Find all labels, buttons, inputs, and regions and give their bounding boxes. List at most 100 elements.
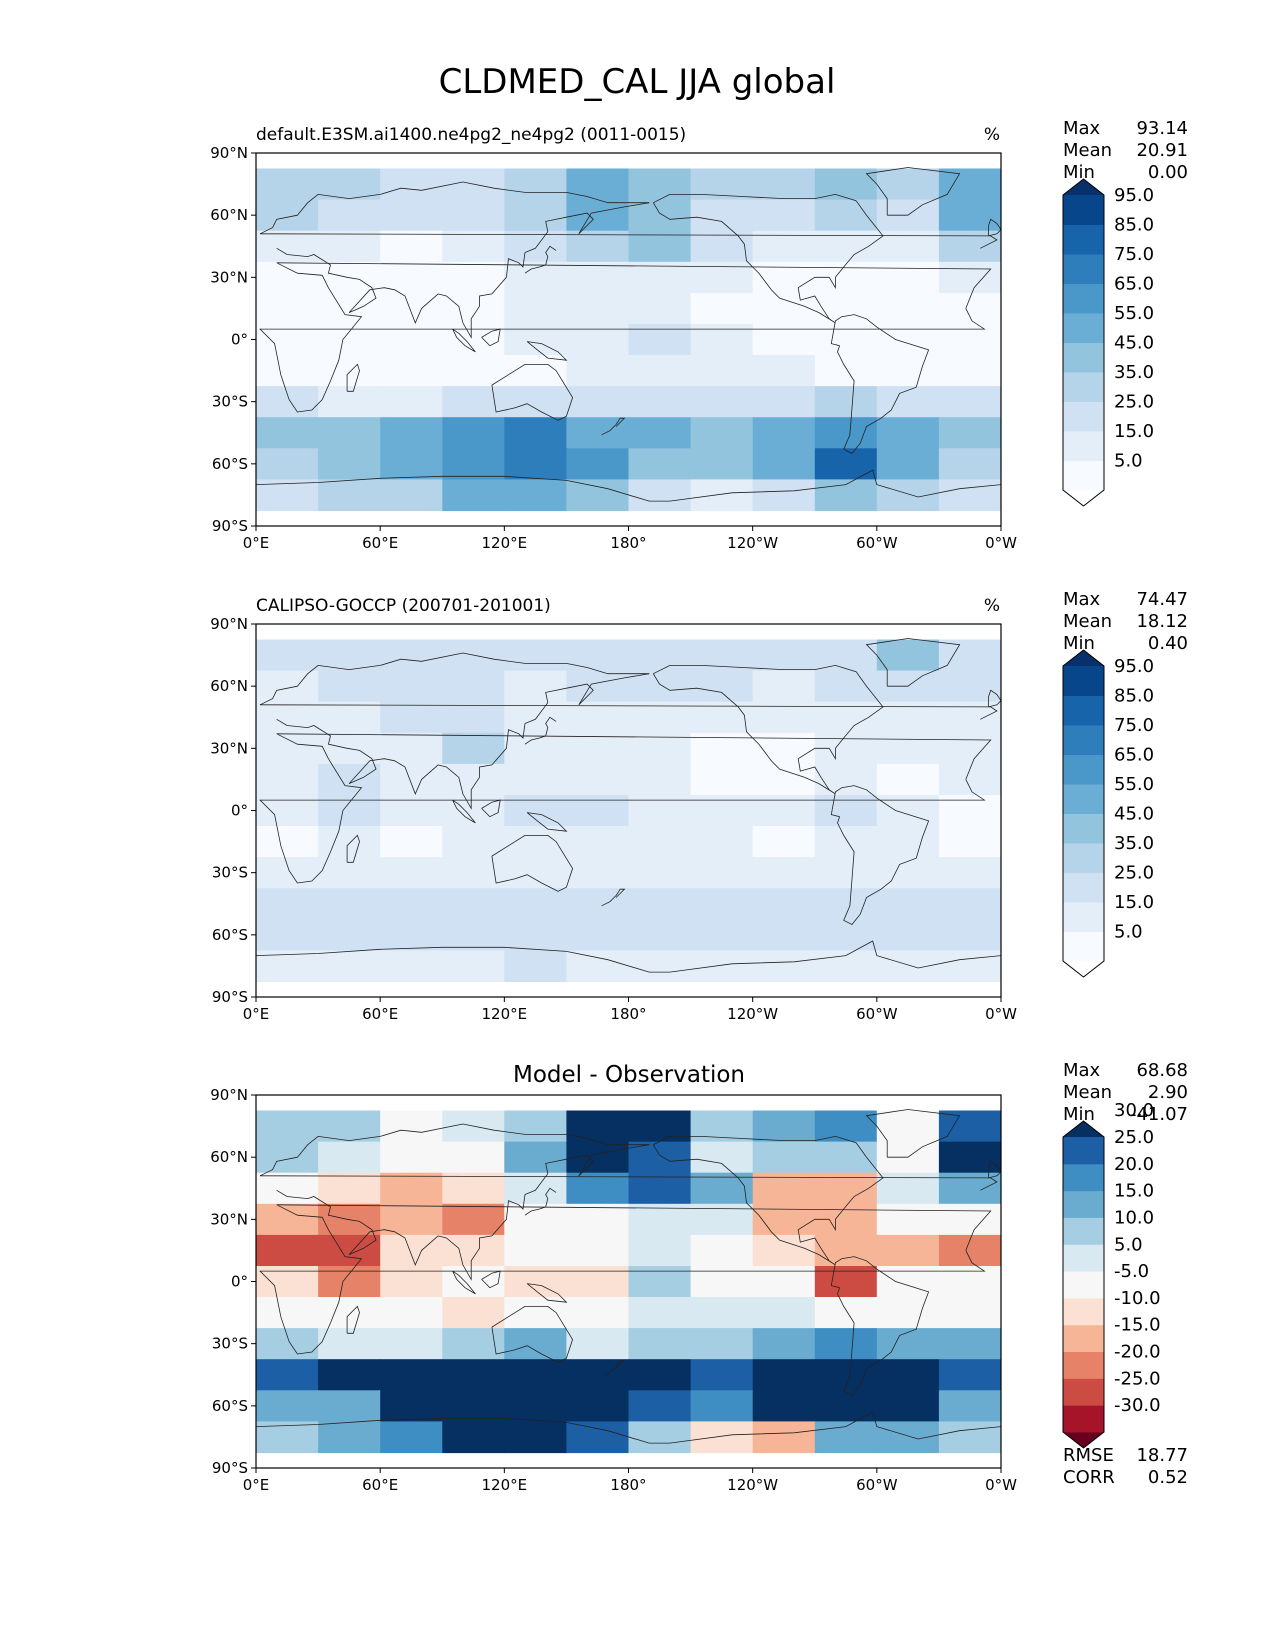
y-tick-label: 30°N xyxy=(210,268,248,286)
coastline xyxy=(524,245,557,274)
coastline xyxy=(865,167,961,216)
heatmap-cell xyxy=(256,639,319,672)
heatmap-cell xyxy=(752,292,816,325)
heatmap-cell xyxy=(256,230,319,263)
coastline xyxy=(481,328,501,347)
heatmap-cell xyxy=(380,701,443,734)
heatmap-cell xyxy=(442,919,505,951)
coastline xyxy=(256,940,1001,973)
heatmap-cell xyxy=(752,199,816,232)
heatmap-cell xyxy=(876,448,940,480)
heatmap-cell xyxy=(628,919,692,951)
heatmap-cell xyxy=(256,1359,319,1391)
heatmap-cell xyxy=(876,1203,940,1236)
heatmap-cell xyxy=(380,1421,443,1454)
heatmap-cell xyxy=(566,479,630,512)
heatmap-cell xyxy=(690,1421,754,1454)
x-tick-label: 0°W xyxy=(985,1005,1017,1023)
heatmap-cell xyxy=(442,1328,505,1360)
heatmap-cell xyxy=(938,919,1001,951)
coastline xyxy=(865,1109,961,1158)
heatmap-cell xyxy=(938,639,1001,672)
stat-min-value: -41.07 xyxy=(1130,1104,1188,1125)
heatmap-cell xyxy=(442,826,505,858)
y-tick-label: 60°N xyxy=(210,677,248,695)
colorbar-segment xyxy=(1063,843,1104,873)
heatmap-cell xyxy=(876,1421,940,1454)
heatmap-cell xyxy=(318,386,381,418)
stat-max-label: Max xyxy=(1063,1060,1101,1081)
heatmap-cell xyxy=(256,1203,319,1236)
coastline xyxy=(652,1135,884,1266)
heatmap-cell xyxy=(380,826,443,858)
coastline xyxy=(526,812,568,832)
coastline xyxy=(259,1123,998,1191)
heatmap-cell xyxy=(318,1359,381,1391)
heatmap-cell xyxy=(814,701,878,734)
colorbar-segment xyxy=(1063,1271,1104,1299)
heatmap-cell xyxy=(318,1110,381,1143)
x-tick-label: 0°E xyxy=(243,1005,270,1023)
y-tick-label: 30°N xyxy=(210,1210,248,1228)
heatmap-cell xyxy=(690,386,754,418)
colorbar-tick-label: 35.0 xyxy=(1114,833,1154,854)
heatmap-cell xyxy=(318,888,381,920)
panel-difference: Model - Observation 0°E 60°E 120°E 180° 120°… xyxy=(210,1060,1188,1494)
heatmap-cell xyxy=(938,1297,1001,1329)
heatmap-cell xyxy=(752,919,816,951)
y-tick-label: 60°S xyxy=(212,1397,248,1415)
heatmap-cell xyxy=(628,857,692,889)
heatmap-cell xyxy=(628,1421,692,1454)
heatmap-cell xyxy=(566,1203,630,1236)
y-tick-label: 30°S xyxy=(212,864,248,882)
colorbar-segment xyxy=(1063,431,1104,461)
coastline xyxy=(259,181,998,249)
coastline xyxy=(491,363,574,421)
heatmap-cell xyxy=(752,168,816,201)
heatmap-cell xyxy=(876,261,940,294)
coastline xyxy=(830,1256,930,1397)
heatmap-cell xyxy=(318,670,381,703)
coastline xyxy=(259,262,992,413)
heatmap-cell xyxy=(380,1297,443,1329)
heatmap-cell xyxy=(504,670,567,703)
stat-mean-value: 2.90 xyxy=(1148,1082,1188,1103)
coastline xyxy=(346,363,360,392)
heatmap-cell xyxy=(504,1421,567,1454)
heatmap-cell xyxy=(628,1110,692,1143)
coastline xyxy=(988,689,1001,708)
heatmap-cell xyxy=(442,670,505,703)
heatmap-cell xyxy=(628,1297,692,1329)
heatmap-cell xyxy=(752,1234,816,1267)
colorbar-outline xyxy=(1062,1120,1105,1449)
heatmap-cell xyxy=(442,261,505,294)
coastline xyxy=(652,664,884,795)
heatmap-cell xyxy=(752,1390,816,1422)
heatmap-cell xyxy=(504,168,567,201)
colorbar-tick-label: 85.0 xyxy=(1114,686,1154,707)
y-tick-label: 90°N xyxy=(210,1086,248,1104)
colorbar-tick-label: 95.0 xyxy=(1114,185,1154,206)
heatmap-cell xyxy=(938,168,1001,201)
heatmap-cell xyxy=(938,1421,1001,1454)
heatmap-cell xyxy=(938,479,1001,512)
heatmap-cell xyxy=(256,1141,319,1174)
heatmap-cell xyxy=(442,355,505,387)
colorbar-tick-label: 55.0 xyxy=(1114,774,1154,795)
heatmap-cell xyxy=(380,448,443,480)
heatmap-cell xyxy=(380,355,443,387)
heatmap-cell xyxy=(380,670,443,703)
heatmap-cell xyxy=(256,355,319,387)
heatmap-cell xyxy=(504,230,567,263)
colorbar-tick-label: -20.0 xyxy=(1114,1342,1161,1363)
stat-min-label: Min xyxy=(1063,633,1095,654)
heatmap-cell xyxy=(690,1297,754,1329)
heatmap-cell xyxy=(628,950,692,983)
heatmap-cell xyxy=(752,1421,816,1454)
panel-units: % xyxy=(984,596,1000,616)
colorbar-tick-label: 25.0 xyxy=(1114,392,1154,413)
heatmap-cell xyxy=(752,701,816,734)
y-tick-label: 60°S xyxy=(212,455,248,473)
heatmap-cell xyxy=(380,919,443,951)
heatmap-cell xyxy=(628,355,692,387)
